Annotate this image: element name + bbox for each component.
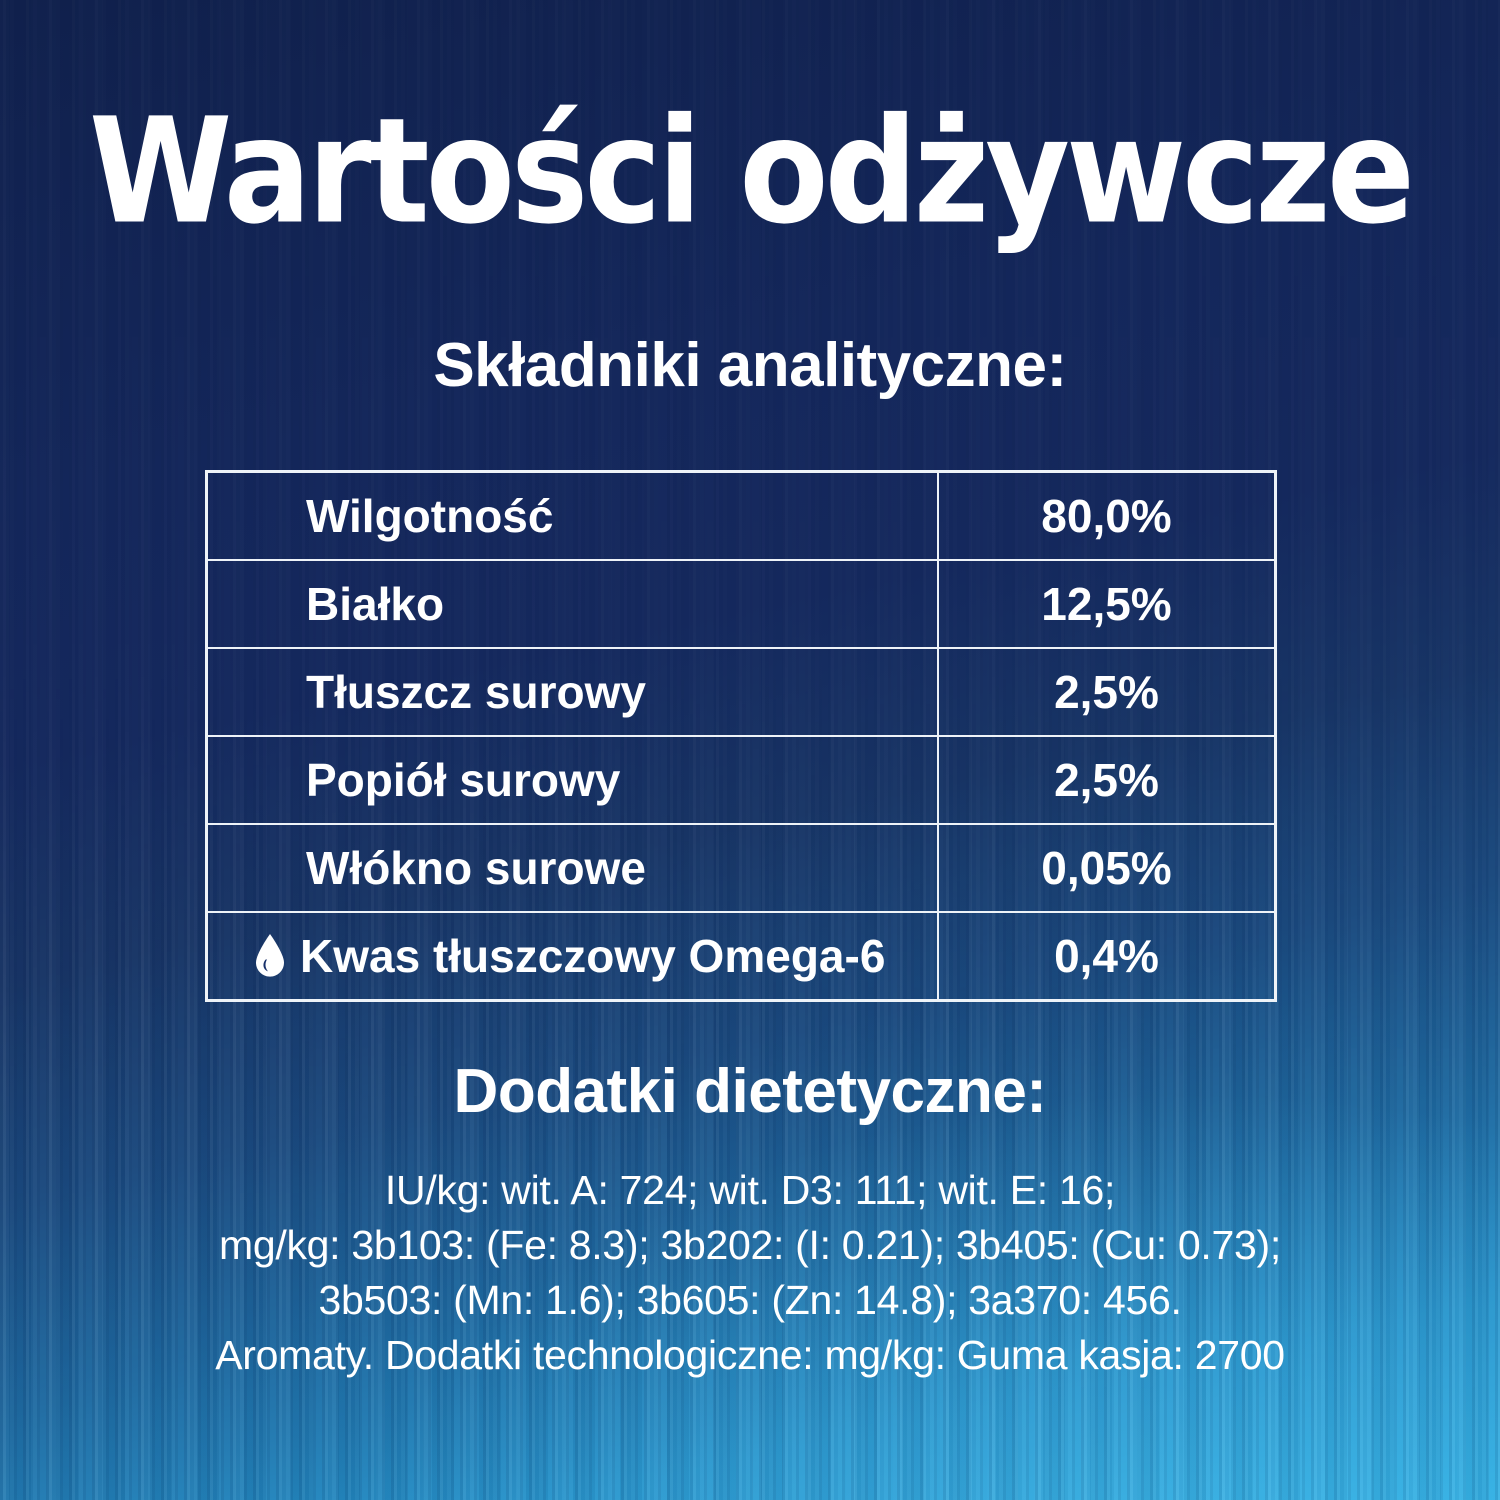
analytical-heading: Składniki analityczne:	[433, 331, 1067, 400]
row-label: Popiół surowy	[205, 735, 939, 825]
table-row: Kwas tłuszczowy Omega-6 0,4%	[205, 911, 1277, 1002]
row-value: 12,5%	[937, 559, 1277, 649]
row-label: Wilgotność	[205, 470, 939, 561]
additives-line: Aromaty. Dodatki technologiczne: mg/kg: …	[215, 1332, 1285, 1378]
row-value: 2,5%	[937, 647, 1277, 737]
additives-line: mg/kg: 3b103: (Fe: 8.3); 3b202: (I: 0.21…	[219, 1222, 1281, 1268]
additives-line: 3b503: (Mn: 1.6); 3b605: (Zn: 14.8); 3a3…	[318, 1277, 1182, 1323]
additives-heading: Dodatki dietetyczne:	[453, 1057, 1047, 1126]
additives-text: IU/kg: wit. A: 724; wit. D3: 111; wit. E…	[0, 1163, 1500, 1383]
row-value: 0,4%	[937, 911, 1277, 1002]
row-value: 0,05%	[937, 823, 1277, 913]
table-row: Tłuszcz surowy 2,5%	[205, 647, 1277, 737]
table-row: Włókno surowe 0,05%	[205, 823, 1277, 913]
table-row: Popiół surowy 2,5%	[205, 735, 1277, 825]
row-label: Kwas tłuszczowy Omega-6	[205, 911, 939, 1002]
row-value: 2,5%	[937, 735, 1277, 825]
row-label: Białko	[205, 559, 939, 649]
row-label: Włókno surowe	[205, 823, 939, 913]
row-label: Tłuszcz surowy	[205, 647, 939, 737]
table-row: Wilgotność 80,0%	[205, 470, 1277, 561]
row-value: 80,0%	[937, 470, 1277, 561]
page-title: Wartości odżywcze	[88, 86, 1415, 257]
table-row: Białko 12,5%	[205, 559, 1277, 649]
additives-line: IU/kg: wit. A: 724; wit. D3: 111; wit. E…	[384, 1167, 1116, 1213]
droplet-icon	[256, 934, 284, 977]
analytical-table: Wilgotność 80,0% Białko 12,5% Tłuszcz su…	[205, 470, 1277, 1002]
row-label-text: Kwas tłuszczowy Omega-6	[300, 930, 886, 982]
